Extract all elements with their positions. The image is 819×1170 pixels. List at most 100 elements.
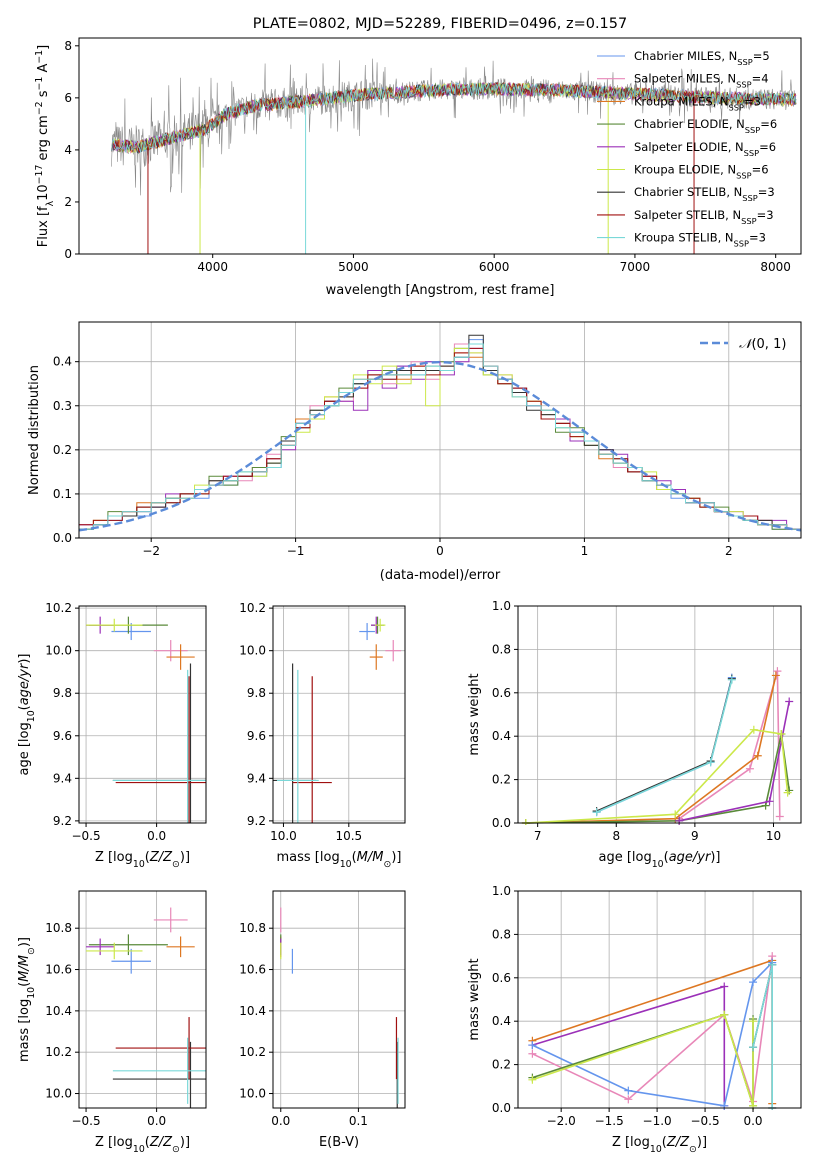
- weight-point: [749, 725, 758, 734]
- weight-point: [753, 751, 762, 760]
- y-tick-label: 1.0: [492, 599, 511, 613]
- x-axis-label: Z [log10(Z/Z⊙)]: [95, 850, 190, 870]
- legend-entry: 𝒩(0, 1): [739, 337, 786, 352]
- x-tick-label: 5000: [338, 260, 369, 274]
- x-tick-label: 7000: [620, 260, 651, 274]
- chart-title: PLATE=0802, MJD=52289, FIBERID=0496, z=0…: [253, 16, 627, 32]
- mass-ebv-axes: [273, 891, 405, 1108]
- x-tick-label: 0.0: [743, 1114, 762, 1128]
- y-tick-label: 10.8: [45, 921, 72, 935]
- legend-entry: Kroupa STELIB, NSSP=3: [634, 231, 766, 249]
- x-tick-label: −2: [142, 544, 160, 558]
- y-axis-label: mass weight: [467, 958, 482, 1040]
- legend-entry: Chabrier STELIB, NSSP=3: [634, 185, 775, 203]
- weight-point: [528, 1041, 537, 1050]
- mass-z-frame: [78, 890, 207, 1109]
- weight-point: [765, 797, 774, 806]
- legend-entry: Salpeter STELIB, NSSP=3: [634, 208, 774, 226]
- weight-point: [773, 667, 782, 676]
- weight-series-kroupa-miles: [525, 675, 777, 824]
- legend-entry: Chabrier MILES, NSSP=5: [634, 49, 770, 67]
- y-tick-label: 10.2: [239, 1045, 266, 1059]
- y-tick-label: 4: [64, 143, 72, 157]
- y-tick-label: 10.0: [239, 644, 266, 658]
- y-tick-label: 6: [64, 91, 72, 105]
- x-tick-label: −1.0: [643, 1114, 672, 1128]
- mass-ebv-frame: [272, 890, 406, 1109]
- y-tick-label: 0.2: [492, 773, 511, 787]
- legend-entry: Salpeter ELODIE, NSSP=6: [634, 140, 776, 158]
- x-tick-label: 0: [436, 544, 444, 558]
- y-tick-label: 10.0: [239, 1087, 266, 1101]
- x-tick-label: 2: [725, 544, 733, 558]
- age-mass-plot: [273, 616, 402, 823]
- y-tick-label: 2: [64, 195, 72, 209]
- weight-point: [777, 730, 786, 739]
- model-spectrum-kroupa-stelib: [111, 82, 797, 154]
- y-tick-label: 10.4: [45, 1004, 72, 1018]
- x-axis-label: wavelength [Angstrom, rest frame]: [326, 283, 555, 298]
- y-tick-label: 10.8: [239, 921, 266, 935]
- age-z-plot: [86, 616, 206, 823]
- y-tick-label: 9.8: [53, 686, 72, 700]
- age-mass-axes: [273, 606, 405, 823]
- x-tick-label: −1: [287, 544, 305, 558]
- y-tick-label: 9.8: [247, 686, 266, 700]
- x-tick-label: 8000: [760, 260, 791, 274]
- x-tick-label: 9: [691, 829, 699, 843]
- y-tick-label: 9.4: [247, 771, 266, 785]
- x-tick-label: −1.5: [595, 1114, 624, 1128]
- y-axis-label: mass weight: [467, 673, 482, 755]
- y-tick-label: 0: [64, 247, 72, 261]
- x-axis-label: E(B-V): [319, 1135, 359, 1150]
- x-tick-label: 1: [581, 544, 589, 558]
- observed-spectrum: [111, 58, 797, 196]
- x-tick-label: −0.5: [71, 829, 100, 843]
- x-tick-label: 8: [612, 829, 620, 843]
- weight-series-kroupa-miles: [532, 959, 773, 1104]
- legend-entry: Kroupa ELODIE, NSSP=6: [634, 163, 769, 181]
- y-tick-label: 1.0: [492, 884, 511, 898]
- x-tick-label: 0.0: [147, 829, 166, 843]
- y-tick-label: 0.0: [492, 1101, 511, 1115]
- x-tick-label: 4000: [197, 260, 228, 274]
- x-tick-label: 6000: [479, 260, 510, 274]
- x-tick-label: −0.5: [690, 1114, 719, 1128]
- weight-z-axes: [518, 890, 801, 1109]
- weight-point: [775, 812, 784, 821]
- weight-point: [528, 1049, 537, 1058]
- weight-point: [783, 788, 792, 797]
- y-tick-label: 9.6: [247, 729, 266, 743]
- weight-series-kroupa-elodie: [532, 1013, 754, 1107]
- weight-z-plot: [528, 952, 777, 1110]
- y-tick-label: 0.4: [53, 355, 72, 369]
- weight-point: [720, 1010, 729, 1019]
- weight-point: [745, 764, 754, 773]
- x-tick-label: −0.5: [71, 1114, 100, 1128]
- y-tick-label: 10.2: [45, 601, 72, 615]
- x-tick-label: 10: [766, 829, 781, 843]
- x-axis-label: mass [log10(M/M⊙)]: [277, 850, 402, 870]
- age-z-frame: [78, 605, 207, 824]
- y-tick-label: 9.4: [53, 771, 72, 785]
- spectrum-frame: [78, 37, 802, 255]
- x-tick-label: 7: [534, 829, 542, 843]
- x-tick-label: −2.0: [547, 1114, 576, 1128]
- age-z-axes: [79, 606, 206, 823]
- y-tick-label: 10.6: [239, 963, 266, 977]
- x-axis-label: (data-model)/error: [380, 568, 501, 583]
- hist-plot: [79, 334, 801, 532]
- y-tick-label: 0.0: [492, 816, 511, 830]
- hist-axes: [79, 322, 801, 539]
- y-tick-label: 0.6: [492, 971, 511, 985]
- mass-z-plot: [86, 907, 206, 1108]
- weight-series-kroupa-stelib: [596, 679, 733, 813]
- y-tick-label: 10.6: [45, 963, 72, 977]
- y-axis-label: mass [log10(M/M⊙)]: [17, 937, 37, 1062]
- y-tick-label: 9.2: [247, 814, 266, 828]
- y-tick-label: 10.2: [45, 1045, 72, 1059]
- x-tick-label: 0.1: [349, 1114, 368, 1128]
- y-axis-label: age [log10(age/yr)]: [17, 653, 37, 775]
- weight-point: [727, 675, 736, 684]
